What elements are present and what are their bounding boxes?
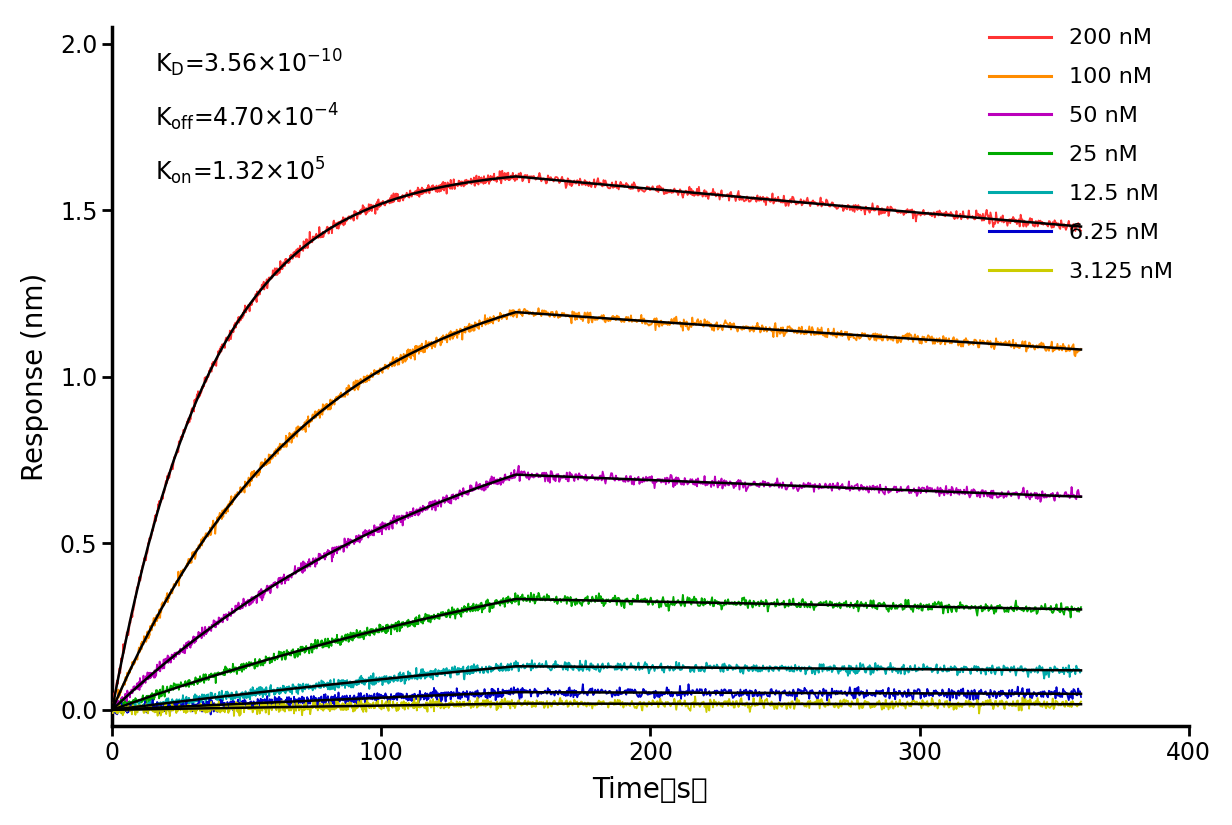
Text: $\mathregular{K_D}$=3.56×10$^{-10}$
$\mathregular{K_{off}}$=4.70×10$^{-4}$
$\mat: $\mathregular{K_D}$=3.56×10$^{-10}$ $\ma… bbox=[155, 48, 342, 186]
Y-axis label: Response (nm): Response (nm) bbox=[21, 272, 49, 481]
X-axis label: Time（s）: Time（s） bbox=[593, 776, 708, 804]
Legend: 200 nM, 100 nM, 50 nM, 25 nM, 12.5 nM, 6.25 nM, 3.125 nM: 200 nM, 100 nM, 50 nM, 25 nM, 12.5 nM, 6… bbox=[981, 20, 1181, 290]
